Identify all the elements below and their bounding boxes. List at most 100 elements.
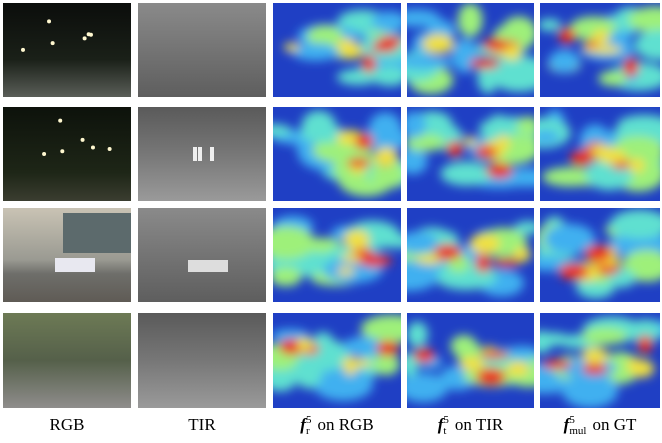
heatmap — [254, 107, 414, 201]
heat-blob — [475, 146, 498, 159]
heat-blob — [398, 148, 428, 174]
photo — [3, 313, 131, 408]
heat-blob — [582, 327, 628, 345]
heat-blob — [413, 348, 434, 362]
heatmap — [398, 107, 558, 201]
heat-blob — [294, 354, 322, 389]
heat-blob — [581, 348, 608, 364]
light — [91, 146, 95, 150]
heatmap — [388, 3, 551, 97]
light — [51, 41, 55, 45]
sub: t — [443, 426, 449, 437]
heat-blob — [517, 116, 540, 134]
heat-blob — [337, 267, 355, 275]
heat-blob — [562, 373, 618, 408]
photo — [138, 3, 266, 97]
heat-blob — [570, 150, 593, 166]
heatmap — [379, 208, 542, 302]
heat-blob — [394, 56, 453, 69]
heatmap — [538, 3, 662, 97]
heat-blob — [447, 141, 463, 157]
heat-blob — [343, 337, 382, 356]
heat-blob — [360, 255, 392, 267]
building — [63, 213, 131, 253]
heatmap — [517, 107, 662, 201]
rgb-image — [3, 313, 131, 408]
heat-blob — [513, 248, 531, 262]
label-text: TIR — [188, 415, 215, 434]
heat-blob — [480, 351, 509, 359]
tir-image — [138, 3, 266, 97]
label-text: RGB — [50, 415, 85, 434]
heat-blob — [558, 28, 575, 44]
heat-blob — [422, 34, 454, 54]
label-text: on GT — [592, 415, 636, 434]
heat-blob — [362, 55, 376, 73]
image-grid — [0, 0, 662, 410]
sub: r — [306, 426, 312, 437]
heat-blob — [507, 361, 530, 376]
heat-blob — [374, 148, 398, 165]
fence — [188, 260, 228, 272]
person — [193, 147, 197, 161]
light — [60, 149, 64, 153]
heat-blob — [378, 36, 403, 46]
heat-blob — [476, 368, 506, 386]
heat-blob — [607, 30, 630, 61]
heat-blob — [559, 263, 589, 280]
fence — [55, 258, 95, 272]
light — [42, 152, 46, 156]
heat-blob — [257, 226, 315, 260]
light — [47, 19, 51, 23]
heat-blob — [584, 245, 611, 262]
heat-blob — [538, 19, 562, 31]
sub-sup: 5t — [443, 415, 449, 437]
light — [83, 36, 87, 40]
heat-blob — [292, 43, 339, 61]
heat-blob — [582, 363, 607, 374]
heat-blob — [434, 244, 461, 260]
photo — [3, 3, 131, 97]
heat-blob — [596, 149, 627, 164]
heat-blob — [476, 254, 491, 273]
sub: mul — [569, 426, 586, 437]
heat-blob — [585, 40, 597, 48]
heat-blob — [638, 335, 653, 353]
heat-blob — [369, 112, 403, 146]
photo — [3, 208, 131, 302]
heat-blob — [284, 43, 299, 52]
photo — [138, 208, 266, 302]
label-text: on TIR — [455, 415, 503, 434]
heatmap — [257, 208, 428, 302]
heat-blob — [377, 341, 399, 357]
rgb-image — [3, 107, 131, 201]
heat-blob — [538, 333, 568, 346]
column-label: f5mulon GT — [540, 410, 660, 440]
heat-blob — [469, 58, 499, 68]
heat-blob — [402, 111, 426, 138]
photo — [138, 313, 266, 408]
heatmap — [513, 313, 662, 408]
light — [58, 119, 62, 123]
person — [210, 147, 214, 161]
heatmap — [257, 313, 423, 408]
heat-blob — [337, 39, 356, 52]
heat-blob — [458, 3, 483, 37]
heat-blob — [463, 137, 476, 146]
heat-blob — [469, 234, 500, 254]
heat-blob — [492, 259, 520, 267]
heat-blob — [514, 221, 542, 234]
heat-blobs — [257, 216, 428, 287]
heat-blob — [341, 254, 362, 262]
heat-blob — [344, 230, 370, 250]
person — [198, 147, 202, 161]
column-label: TIR — [138, 410, 266, 440]
heat-blob — [598, 71, 626, 86]
heat-blob — [482, 38, 509, 51]
heat-blob — [440, 162, 492, 186]
light — [108, 147, 112, 151]
photo — [3, 107, 131, 201]
heat-blob — [355, 133, 374, 150]
